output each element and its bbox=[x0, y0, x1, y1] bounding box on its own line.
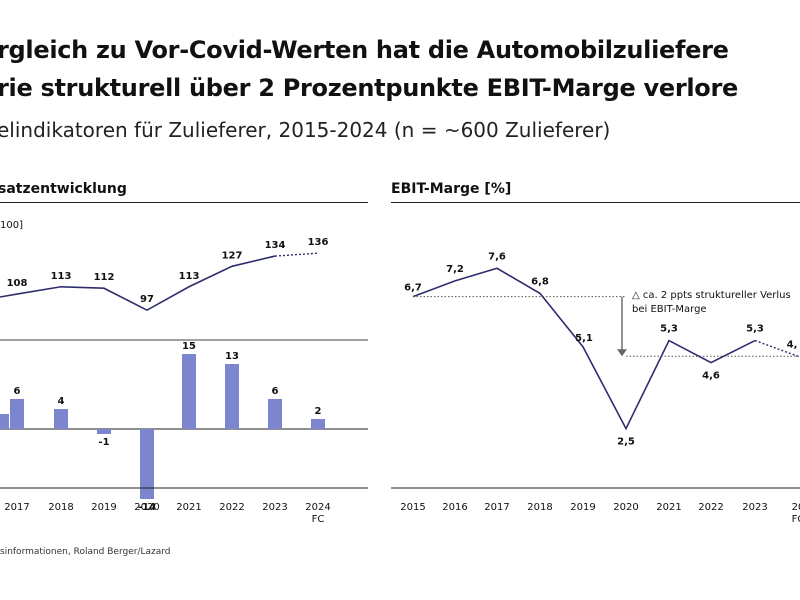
growth-bar-label: 6 bbox=[14, 386, 21, 397]
ebit-margin-line bbox=[412, 267, 756, 431]
left-x-tick-label: 2017 bbox=[4, 502, 29, 513]
growth-bar bbox=[54, 409, 68, 429]
left-x-tick-sublabel: FC bbox=[312, 514, 325, 525]
left-x-tick-label: 2024 bbox=[305, 502, 330, 513]
right-x-tick-label: 2020 bbox=[613, 502, 638, 513]
growth-bar-label: -1 bbox=[98, 437, 109, 448]
growth-bar bbox=[182, 354, 196, 429]
growth-bar-label: -14 bbox=[138, 502, 156, 513]
growth-bar bbox=[97, 429, 111, 434]
left-panel-title: satzentwicklung bbox=[0, 181, 127, 197]
growth-bar-label: 6 bbox=[272, 386, 279, 397]
growth-bar-partial bbox=[0, 414, 9, 429]
left-x-tick-label: 2020 bbox=[134, 502, 159, 513]
right-x-tick-label: 2019 bbox=[570, 502, 595, 513]
ebit-margin-label: 7,2 bbox=[446, 264, 464, 275]
right-x-tick-label: 2018 bbox=[527, 502, 552, 513]
revenue-index-label: 112 bbox=[94, 272, 115, 283]
ebit-margin-label: 4,6 bbox=[702, 371, 720, 382]
right-x-tick-label: 2016 bbox=[442, 502, 467, 513]
revenue-index-label: 113 bbox=[179, 271, 200, 282]
right-x-tick-label: 2021 bbox=[656, 502, 681, 513]
right-x-tick-sublabel: FC bbox=[792, 514, 800, 525]
ebit-margin-label: 5,3 bbox=[660, 324, 678, 335]
right-x-tick-label: 20 bbox=[792, 502, 800, 513]
delta-annotation-line-2: bei EBIT-Marge bbox=[632, 304, 707, 315]
revenue-index-label: 97 bbox=[140, 294, 154, 305]
ebit-margin-label: 5,1 bbox=[575, 333, 593, 344]
ebit-margin-label: 4, bbox=[787, 339, 798, 350]
ebit-margin-label: 7,6 bbox=[488, 251, 506, 262]
right-panel-rule bbox=[391, 202, 800, 203]
revenue-index-line bbox=[0, 255, 276, 312]
revenue-index-forecast-line bbox=[274, 252, 319, 257]
growth-bar-label: 13 bbox=[225, 351, 239, 362]
revenue-index-label: 127 bbox=[222, 250, 243, 261]
growth-bar bbox=[268, 399, 282, 429]
growth-bar-label: 4 bbox=[58, 396, 65, 407]
growth-bar bbox=[10, 399, 24, 429]
ebit-margin-label: 2,5 bbox=[617, 437, 635, 448]
delta-arrow-head bbox=[617, 349, 627, 357]
revenue-index-label: 113 bbox=[51, 271, 72, 282]
page-title-line-1: rgleich zu Vor-Covid-Werten hat die Auto… bbox=[0, 36, 729, 64]
right-x-tick-label: 2015 bbox=[400, 502, 425, 513]
left-panel-rule bbox=[0, 202, 368, 203]
growth-bar bbox=[225, 364, 239, 429]
left-x-tick-label: 2022 bbox=[219, 502, 244, 513]
growth-bar bbox=[311, 419, 325, 429]
revenue-index-label: 134 bbox=[265, 240, 286, 251]
left-x-tick-label: 2021 bbox=[176, 502, 201, 513]
growth-bar-label: 15 bbox=[182, 341, 196, 352]
source-note: sinformationen, Roland Berger/Lazard bbox=[0, 547, 171, 557]
page-title-line-2: rie strukturell über 2 Prozentpunkte EBI… bbox=[0, 74, 738, 102]
growth-bar bbox=[140, 429, 154, 499]
left-x-tick-label: 2018 bbox=[48, 502, 73, 513]
delta-annotation-line-1: △ ca. 2 ppts struktureller Verlus bbox=[632, 290, 791, 301]
revenue-index-label: 136 bbox=[308, 237, 329, 248]
right-x-tick-label: 2022 bbox=[698, 502, 723, 513]
left-index-label: 100] bbox=[0, 220, 23, 231]
revenue-index-label: 108 bbox=[7, 278, 28, 289]
ebit-margin-label: 6,8 bbox=[531, 276, 549, 287]
right-x-tick-label: 2017 bbox=[484, 502, 509, 513]
ebit-margin-label: 5,3 bbox=[746, 324, 764, 335]
left-x-tick-label: 2023 bbox=[262, 502, 287, 513]
left-x-tick-label: 2019 bbox=[91, 502, 116, 513]
right-panel-title: EBIT-Marge [%] bbox=[391, 181, 512, 197]
ebit-margin-label: 6,7 bbox=[404, 283, 422, 294]
growth-bar-label: 2 bbox=[315, 406, 322, 417]
right-x-tick-label: 2023 bbox=[742, 502, 767, 513]
page-subtitle: elindikatoren für Zulieferer, 2015-2024 … bbox=[0, 118, 611, 142]
